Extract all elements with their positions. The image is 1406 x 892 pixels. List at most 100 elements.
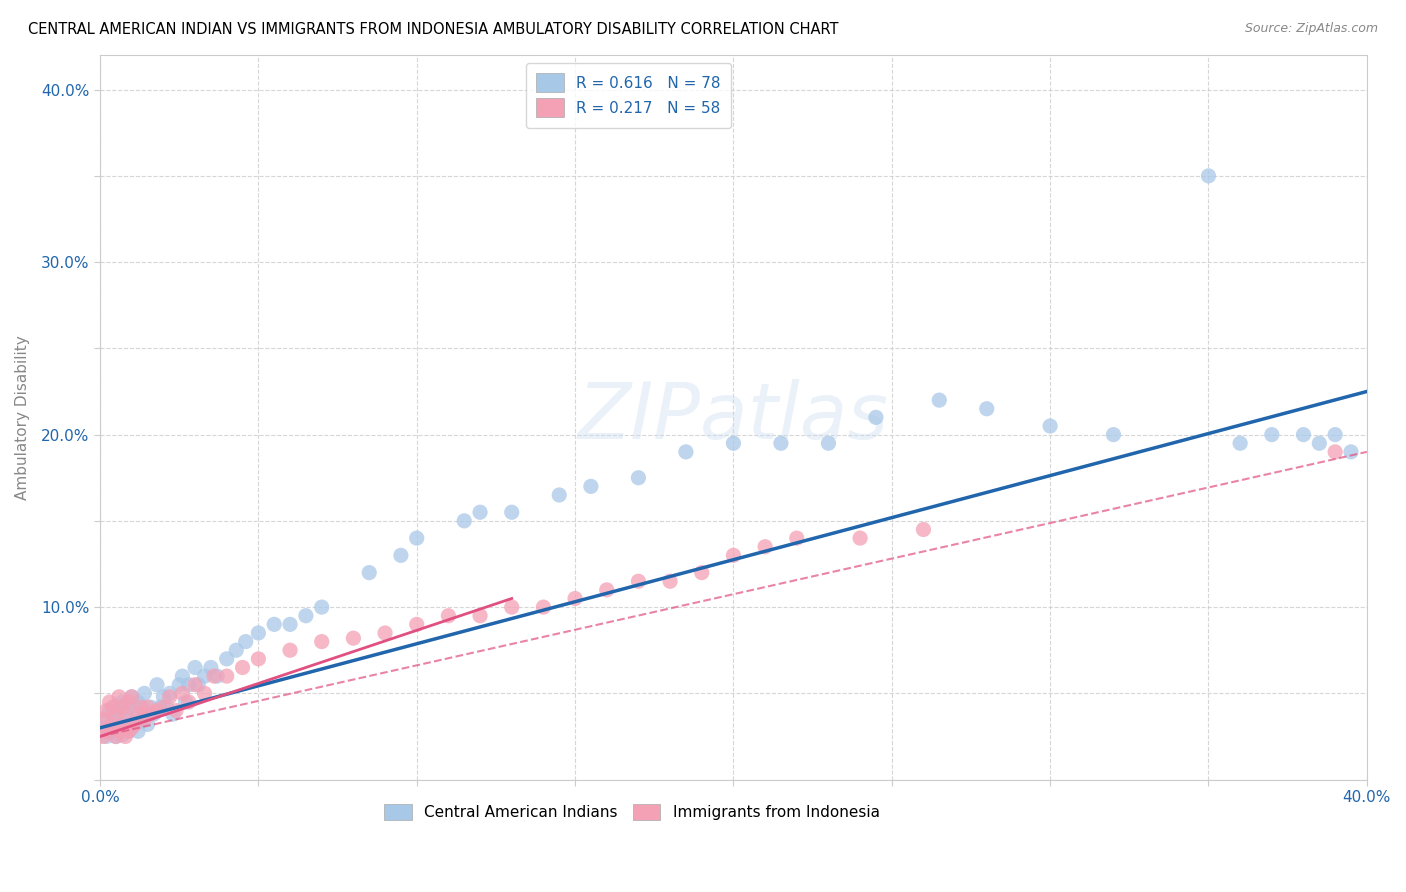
Point — [627, 471, 650, 485]
Point — [912, 523, 935, 537]
Point — [1261, 427, 1284, 442]
Point — [159, 686, 181, 700]
Point — [215, 652, 238, 666]
Point — [117, 724, 139, 739]
Point — [134, 686, 156, 700]
Point — [453, 514, 475, 528]
Point — [108, 707, 131, 722]
Point — [295, 608, 318, 623]
Legend: Central American Indians, Immigrants from Indonesia: Central American Indians, Immigrants fro… — [378, 797, 886, 826]
Point — [134, 707, 156, 722]
Point — [235, 634, 257, 648]
Point — [96, 712, 118, 726]
Point — [723, 436, 745, 450]
Point — [129, 700, 152, 714]
Point — [976, 401, 998, 416]
Point — [149, 700, 172, 714]
Point — [152, 700, 174, 714]
Point — [117, 724, 139, 739]
Point — [928, 393, 950, 408]
Point — [596, 582, 619, 597]
Point — [111, 721, 134, 735]
Point — [437, 608, 460, 623]
Point — [111, 728, 134, 742]
Point — [215, 669, 238, 683]
Point — [177, 678, 200, 692]
Point — [1039, 419, 1062, 434]
Point — [174, 695, 197, 709]
Point — [205, 669, 228, 683]
Point — [786, 531, 808, 545]
Point — [468, 608, 491, 623]
Point — [865, 410, 887, 425]
Point — [172, 669, 194, 683]
Point — [675, 445, 697, 459]
Point — [104, 707, 127, 722]
Point — [232, 660, 254, 674]
Point — [98, 721, 121, 735]
Point — [531, 600, 554, 615]
Point — [247, 652, 270, 666]
Point — [501, 505, 523, 519]
Point — [165, 704, 187, 718]
Point — [405, 531, 427, 545]
Point — [501, 600, 523, 615]
Point — [311, 634, 333, 648]
Point — [101, 717, 124, 731]
Point — [104, 700, 127, 714]
Point — [127, 707, 149, 722]
Point — [108, 724, 131, 739]
Point — [659, 574, 682, 589]
Point — [389, 549, 412, 563]
Point — [136, 717, 159, 731]
Point — [124, 717, 146, 731]
Point — [114, 730, 136, 744]
Point — [98, 704, 121, 718]
Point — [117, 695, 139, 709]
Point — [184, 660, 207, 674]
Point — [96, 704, 118, 718]
Point — [359, 566, 381, 580]
Point — [564, 591, 586, 606]
Point — [117, 700, 139, 714]
Point — [187, 678, 209, 692]
Point — [405, 617, 427, 632]
Point — [1292, 427, 1315, 442]
Point — [91, 721, 114, 735]
Point — [177, 695, 200, 709]
Point — [468, 505, 491, 519]
Text: CENTRAL AMERICAN INDIAN VS IMMIGRANTS FROM INDONESIA AMBULATORY DISABILITY CORRE: CENTRAL AMERICAN INDIAN VS IMMIGRANTS FR… — [28, 22, 838, 37]
Point — [146, 704, 169, 718]
Point — [167, 678, 190, 692]
Point — [121, 690, 143, 704]
Point — [155, 700, 177, 714]
Point — [96, 724, 118, 739]
Point — [142, 707, 165, 722]
Point — [184, 678, 207, 692]
Text: Source: ZipAtlas.com: Source: ZipAtlas.com — [1244, 22, 1378, 36]
Point — [162, 707, 184, 722]
Point — [124, 704, 146, 718]
Point — [111, 700, 134, 714]
Point — [124, 715, 146, 730]
Point — [1229, 436, 1251, 450]
Point — [108, 690, 131, 704]
Point — [1102, 427, 1125, 442]
Point — [108, 721, 131, 735]
Point — [101, 717, 124, 731]
Point — [247, 626, 270, 640]
Point — [121, 690, 143, 704]
Point — [817, 436, 839, 450]
Point — [172, 686, 194, 700]
Point — [129, 700, 152, 714]
Point — [769, 436, 792, 450]
Point — [754, 540, 776, 554]
Point — [1324, 445, 1347, 459]
Point — [225, 643, 247, 657]
Point — [193, 686, 215, 700]
Point — [193, 669, 215, 683]
Point — [548, 488, 571, 502]
Point — [134, 712, 156, 726]
Point — [342, 631, 364, 645]
Point — [263, 617, 285, 632]
